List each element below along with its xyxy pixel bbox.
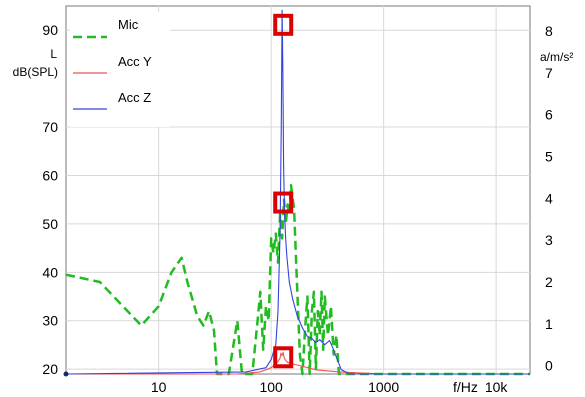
legend-label-acc-z: Acc Z xyxy=(118,90,151,105)
legend: Mic Acc Y Acc Z xyxy=(70,12,170,127)
origin-marker xyxy=(64,372,69,377)
x-tick-label-3: 10k xyxy=(485,379,509,395)
y-right-tick-label-1: 7 xyxy=(545,65,553,81)
y-axis-right-label: a/m/s² xyxy=(540,50,573,64)
y-axis-left-top-label: L xyxy=(50,47,57,61)
legend-label-acc-y: Acc Y xyxy=(118,54,152,69)
y-left-tick-label-3: 50 xyxy=(42,216,58,232)
y-left-tick-label-5: 30 xyxy=(42,313,58,329)
y-right-tick-label-4: 4 xyxy=(545,190,553,206)
y-axis-left-label: dB(SPL) xyxy=(13,65,58,79)
y-right-tick-label-3: 5 xyxy=(545,149,553,165)
x-tick-label-0: 10 xyxy=(151,379,167,395)
y-right-tick-label-5: 3 xyxy=(545,232,553,248)
y-left-tick-label-6: 20 xyxy=(42,361,58,377)
x-tick-label-1: 100 xyxy=(259,379,283,395)
y-left-tick-label-1: 70 xyxy=(42,119,58,135)
legend-label-mic: Mic xyxy=(118,17,139,32)
y-left-tick-label-2: 60 xyxy=(42,167,58,183)
y-right-tick-label-0: 8 xyxy=(545,23,553,39)
x-tick-label-2: 1000 xyxy=(368,379,399,395)
y-left-tick-label-0: 90 xyxy=(42,22,58,38)
y-right-tick-label-2: 6 xyxy=(545,107,553,123)
y-right-tick-label-7: 1 xyxy=(545,316,553,332)
y-left-tick-label-4: 40 xyxy=(42,264,58,280)
y-right-tick-label-6: 2 xyxy=(545,274,553,290)
y-right-tick-label-8: 0 xyxy=(545,358,553,374)
x-axis-label: f/Hz xyxy=(453,379,478,395)
